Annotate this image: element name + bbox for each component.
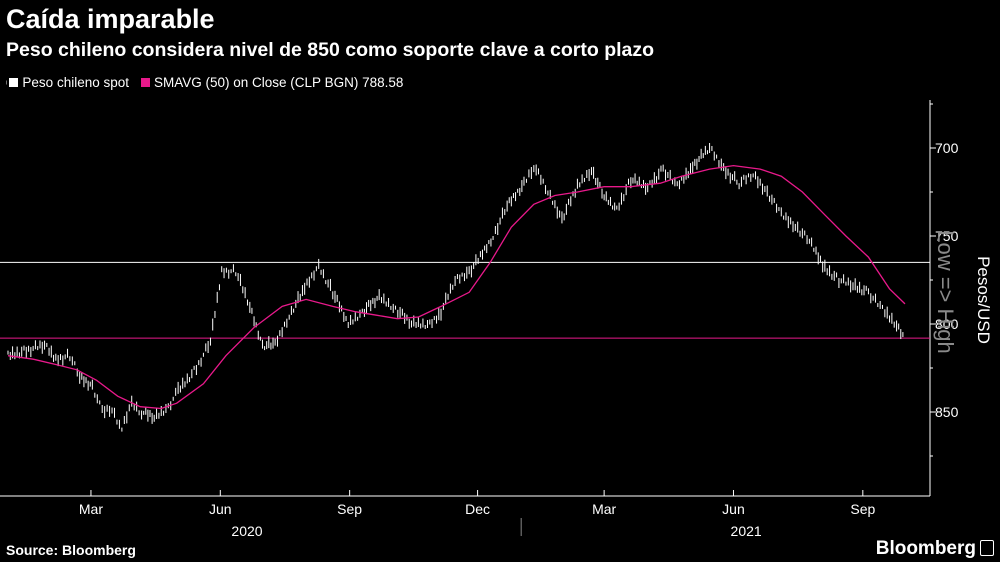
x-tick-label: Sep [850, 501, 875, 517]
x-tick-label: Dec [465, 501, 490, 517]
x-tick-label: Mar [592, 501, 616, 517]
brand-logo-text: Bloomberg [875, 538, 976, 559]
source-note: Source: Bloomberg [6, 542, 136, 558]
legend-label-spot: Peso chileno spot [22, 75, 129, 90]
legend-label-smavg: SMAVG (50) on Close (CLP BGN) 788.58 [154, 75, 404, 90]
x-tick-label: Jun [722, 501, 745, 517]
y-tick-label: 750 [935, 228, 959, 244]
y-tick-label: 700 [935, 140, 959, 156]
x-tick-label: Sep [337, 501, 362, 517]
chart-title: Caída imparable [6, 4, 215, 34]
x-year-label: 2021 [731, 523, 762, 539]
x-tick-label: Mar [79, 501, 103, 517]
y-tick-label: 800 [935, 316, 959, 332]
candlestick-icon: ᵎ [6, 77, 8, 88]
legend-item-spot: ᵎ Peso chileno spot [6, 75, 129, 90]
y-axis-label: Pesos/USD [974, 256, 993, 344]
y-tick-label: 850 [935, 404, 959, 420]
spot-price-series [7, 143, 904, 432]
legend-swatch-spot [9, 78, 19, 87]
x-year-label: 2020 [231, 523, 262, 539]
legend-swatch-smavg [141, 78, 150, 87]
legend: ᵎ Peso chileno spot SMAVG (50) on Close … [6, 75, 415, 90]
smavg-line [7, 164, 906, 410]
legend-item-smavg: SMAVG (50) on Close (CLP BGN) 788.58 [141, 75, 403, 90]
axis-direction-annotation: Low => High [933, 230, 958, 354]
chart-subtitle: Peso chileno considera nivel de 850 como… [6, 39, 655, 61]
brand-mark-icon [980, 540, 994, 556]
x-tick-label: Jun [209, 501, 232, 517]
